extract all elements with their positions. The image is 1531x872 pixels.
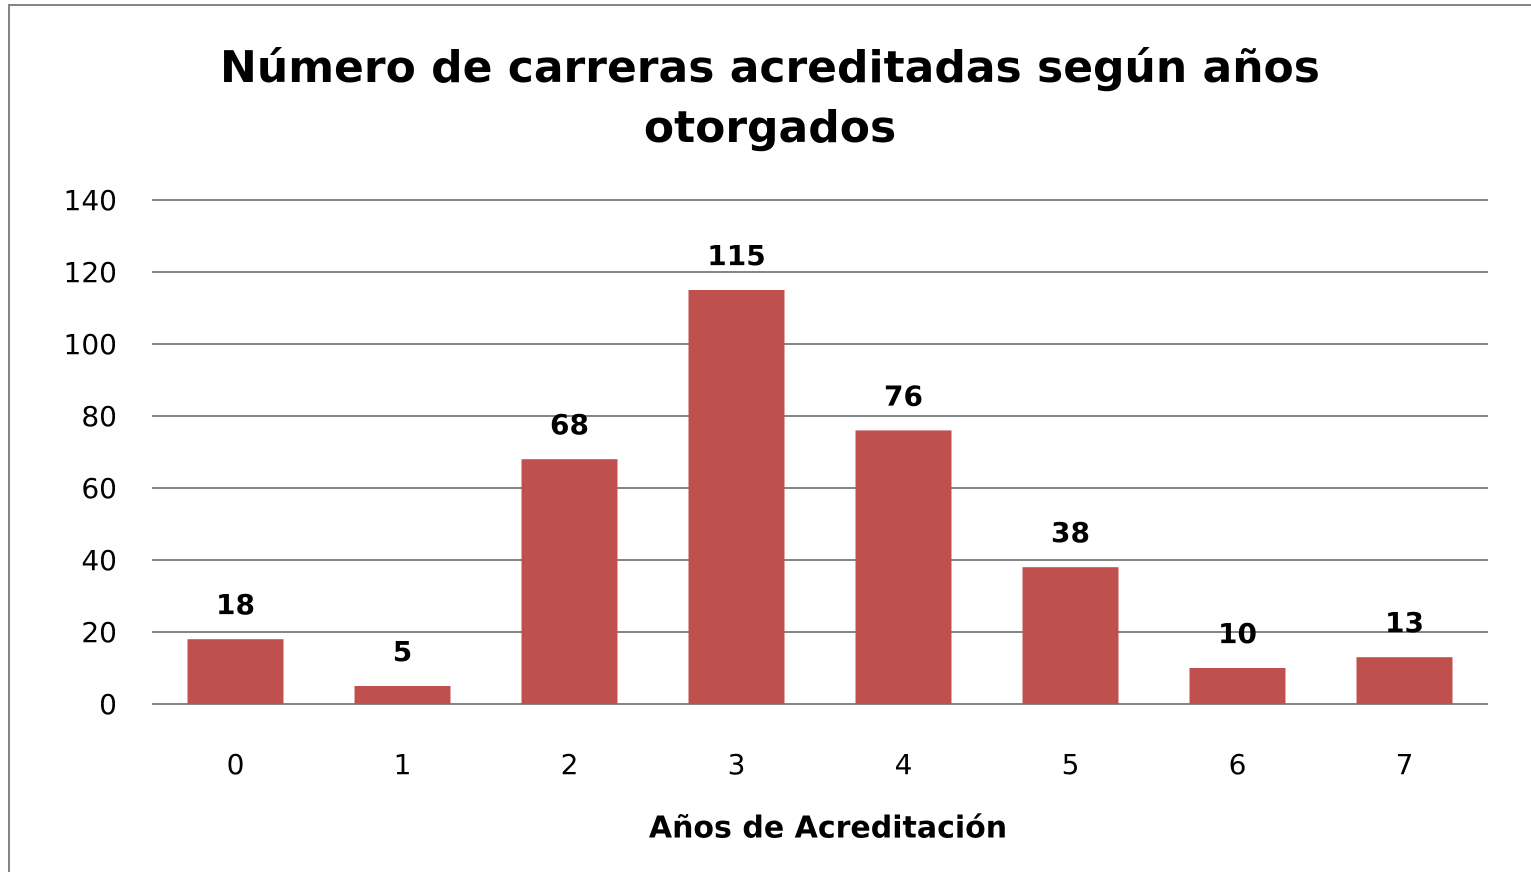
x-tick-label: 7: [1396, 748, 1414, 781]
data-label: 68: [550, 408, 589, 441]
bar: [688, 290, 785, 704]
chart-border: [8, 4, 1531, 872]
x-tick-label: 4: [895, 748, 913, 781]
y-tick-label: 120: [64, 256, 117, 289]
data-label: 13: [1385, 606, 1424, 639]
x-tick-label: 0: [227, 748, 245, 781]
y-tick-label: 20: [81, 616, 117, 649]
data-label: 76: [884, 379, 923, 412]
data-label: 18: [216, 588, 255, 621]
x-tick-label: 2: [561, 748, 579, 781]
bar: [521, 459, 618, 704]
y-tick-label: 100: [64, 328, 117, 361]
data-label: 10: [1218, 617, 1257, 650]
bar: [1022, 567, 1119, 704]
bar: [1189, 668, 1286, 704]
x-axis-title: Años de Acreditación: [649, 811, 1007, 846]
chart-title: Número de carreras acreditadas según año…: [220, 42, 1320, 153]
data-label: 5: [393, 635, 412, 668]
y-tick-label: 60: [81, 472, 117, 505]
y-tick-label: 40: [81, 544, 117, 577]
x-tick-label: 5: [1062, 748, 1080, 781]
bar: [1356, 657, 1453, 704]
data-label: 115: [707, 239, 765, 272]
y-tick-label: 0: [99, 688, 117, 721]
data-label: 38: [1051, 516, 1090, 549]
bar: [354, 686, 451, 704]
x-tick-label: 1: [394, 748, 412, 781]
bar: [855, 430, 952, 704]
x-tick-label: 6: [1229, 748, 1247, 781]
y-tick-label: 140: [64, 184, 117, 217]
y-tick-label: 80: [81, 400, 117, 433]
bar: [187, 639, 284, 704]
x-tick-label: 3: [728, 748, 746, 781]
